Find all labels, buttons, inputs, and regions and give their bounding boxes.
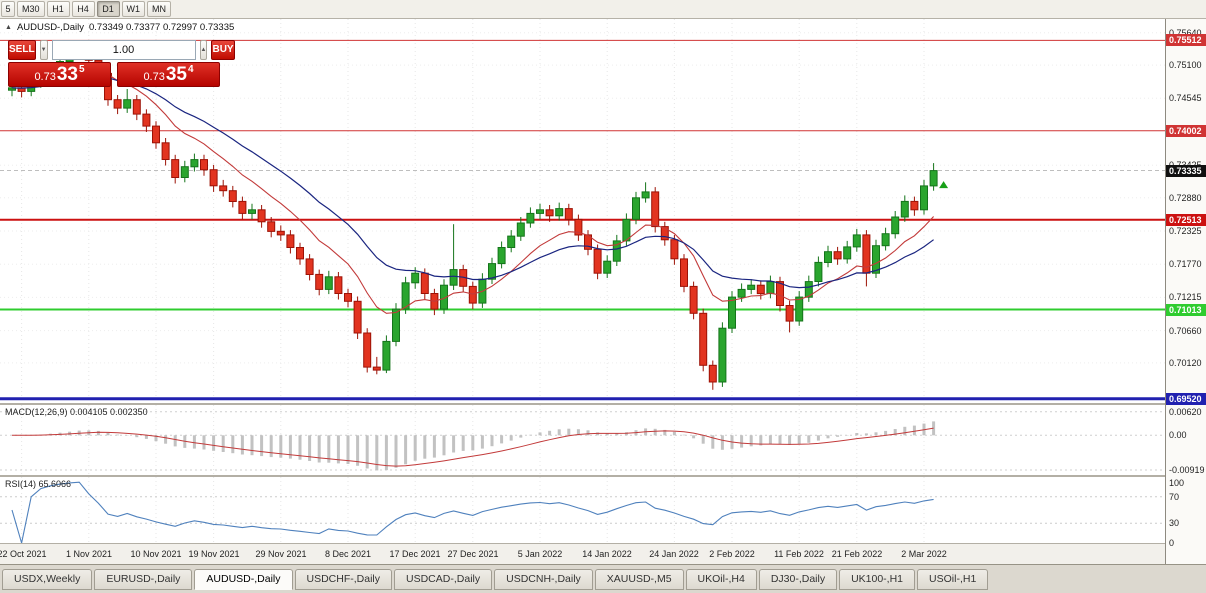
- date-axis-label: 22 Oct 2021: [0, 549, 47, 559]
- chart-tab-dj30-daily[interactable]: DJ30-,Daily: [758, 569, 838, 590]
- timeframe-button-5[interactable]: 5: [1, 1, 15, 17]
- chart-ohlc-values: 0.73349 0.73377 0.72997 0.73335: [88, 22, 235, 33]
- hline-price-badge: 0.72513: [1166, 214, 1206, 226]
- price-axis-label: 0.70660: [1169, 325, 1202, 336]
- chart-tab-usoil-h1[interactable]: USOil-,H1: [917, 569, 989, 590]
- chart-tab-ukoil-h4[interactable]: UKOil-,H4: [685, 569, 757, 590]
- chart-window: ▲ AUDUSD-,Daily 0.73349 0.73377 0.72997 …: [0, 19, 1206, 564]
- rsi-axis-label: 0: [1169, 538, 1175, 548]
- one-click-trading-panel: SELL ▼ ▲ BUY 0.73 33 5 0.73 35 4: [8, 40, 235, 87]
- date-axis-label: 27 Dec 2021: [447, 549, 499, 559]
- buy-price-big-digits: 35: [165, 64, 187, 85]
- price-axis-label: 0.70120: [1169, 357, 1202, 368]
- date-axis-label: 14 Jan 2022: [582, 549, 632, 559]
- sell-price-big-digits: 33: [56, 64, 78, 85]
- price-axis-label: 0.74545: [1169, 93, 1202, 104]
- buy-price-display[interactable]: 0.73 35 4: [117, 62, 220, 87]
- hline-price-badge: 0.74002: [1166, 125, 1206, 137]
- timeframe-button-h4[interactable]: H4: [71, 1, 95, 17]
- sell-price-display[interactable]: 0.73 33 5: [8, 62, 111, 87]
- chart-symbol-title: AUDUSD-,Daily: [16, 22, 84, 33]
- rsi-axis-label: 70: [1169, 491, 1180, 502]
- macd-axis-label: 0.00: [1169, 430, 1187, 441]
- sell-price-pipette: 5: [79, 64, 85, 75]
- date-axis-label: 10 Nov 2021: [130, 549, 182, 559]
- buy-price-prefix: 0.73: [143, 71, 165, 83]
- date-axis-label: 24 Jan 2022: [649, 549, 699, 559]
- chart-tab-usdcnh-daily[interactable]: USDCNH-,Daily: [494, 569, 593, 590]
- volume-input[interactable]: [51, 40, 196, 60]
- timeframe-button-w1[interactable]: W1: [121, 1, 146, 17]
- chart-tab-uk100-h1[interactable]: UK100-,H1: [839, 569, 916, 590]
- timeframe-toolbar: 5 M30 H1 H4 D1 W1 MN: [0, 0, 1206, 19]
- price-chart-panel: ▲ AUDUSD-,Daily 0.73349 0.73377 0.72997 …: [0, 19, 1165, 403]
- hline-price-badge: 0.75512: [1166, 34, 1206, 46]
- volume-increase-button[interactable]: ▲: [199, 40, 208, 60]
- chart-tab-xauusd-m5[interactable]: XAUUSD-,M5: [594, 569, 684, 590]
- price-axis[interactable]: 0.756400.751000.745450.734250.728800.723…: [1165, 19, 1206, 564]
- date-axis-label: 8 Dec 2021: [324, 549, 372, 559]
- date-axis-label: 1 Nov 2021: [65, 549, 113, 559]
- chart-tab-audusd-daily[interactable]: AUDUSD-,Daily: [194, 569, 293, 590]
- date-axis-label: 29 Nov 2021: [255, 549, 307, 559]
- date-axis-label: 2 Mar 2022: [901, 549, 947, 559]
- chart-tab-eurusd-daily[interactable]: EURUSD-,Daily: [94, 569, 193, 590]
- time-axis[interactable]: 22 Oct 2021 1 Nov 2021 10 Nov 2021 19 Nov 2…: [0, 543, 1165, 564]
- panel-splitter[interactable]: [0, 475, 1206, 477]
- chart-tab-usdx-weekly[interactable]: USDX,Weekly: [2, 569, 93, 590]
- sell-price-prefix: 0.73: [34, 71, 56, 83]
- hline-price-badge: 0.71013: [1166, 304, 1206, 316]
- one-click-panel-toggle-icon[interactable]: ▲: [5, 24, 12, 31]
- chart-tab-bar: USDX,Weekly EURUSD-,Daily AUDUSD-,Daily USD…: [0, 564, 1206, 593]
- macd-axis-label: -0.00919: [1169, 465, 1205, 476]
- date-axis-label: 17 Dec 2021: [389, 549, 441, 559]
- macd-panel: MACD(12,26,9) 0.004105 0.002350: [0, 405, 1165, 475]
- price-axis-label: 0.72325: [1169, 226, 1202, 237]
- rsi-axis-label: 100: [1169, 478, 1185, 488]
- price-axis-label: 0.71215: [1169, 292, 1202, 303]
- date-axis-label: 21 Feb 2022: [831, 549, 883, 559]
- timeframe-button-mn[interactable]: MN: [147, 1, 172, 17]
- rsi-indicator-label: RSI(14) 65.6066: [5, 479, 72, 489]
- chart-tab-usdchf-daily[interactable]: USDCHF-,Daily: [294, 569, 393, 590]
- volume-decrease-button[interactable]: ▼: [39, 40, 48, 60]
- macd-axis-label: 0.00620: [1169, 406, 1202, 417]
- rsi-panel: RSI(14) 65.6066: [0, 477, 1165, 543]
- date-axis-label: 2 Feb 2022: [709, 549, 755, 559]
- timeframe-button-d1[interactable]: D1: [96, 1, 120, 17]
- price-axis-label: 0.75640: [1169, 27, 1202, 38]
- price-axis-label: 0.71770: [1169, 259, 1202, 270]
- current-price-badge: 0.73335: [1166, 165, 1206, 177]
- buy-button[interactable]: BUY: [211, 40, 235, 60]
- macd-indicator-label: MACD(12,26,9) 0.004105 0.002350: [5, 407, 148, 417]
- macd-panel-canvas[interactable]: [0, 405, 1165, 475]
- price-chart-canvas[interactable]: [0, 19, 1165, 403]
- price-axis-label: 0.72880: [1169, 192, 1202, 203]
- sell-button[interactable]: SELL: [8, 40, 36, 60]
- chart-tab-usdcad-daily[interactable]: USDCAD-,Daily: [394, 569, 493, 590]
- timeframe-button-m30[interactable]: M30: [17, 1, 45, 17]
- date-axis-label: 5 Jan 2022: [517, 549, 563, 559]
- rsi-axis-label: 30: [1169, 518, 1180, 529]
- buy-price-pipette: 4: [188, 64, 194, 75]
- date-axis-label: 11 Feb 2022: [774, 549, 824, 559]
- chart-title: ▲ AUDUSD-,Daily 0.73349 0.73377 0.72997 …: [5, 22, 234, 33]
- timeframe-button-h1[interactable]: H1: [46, 1, 70, 17]
- price-axis-label: 0.75100: [1169, 60, 1202, 71]
- date-axis-label: 19 Nov 2021: [188, 549, 240, 559]
- hline-price-badge: 0.69520: [1166, 393, 1206, 405]
- rsi-panel-canvas[interactable]: [0, 477, 1165, 543]
- panel-splitter[interactable]: [0, 403, 1206, 405]
